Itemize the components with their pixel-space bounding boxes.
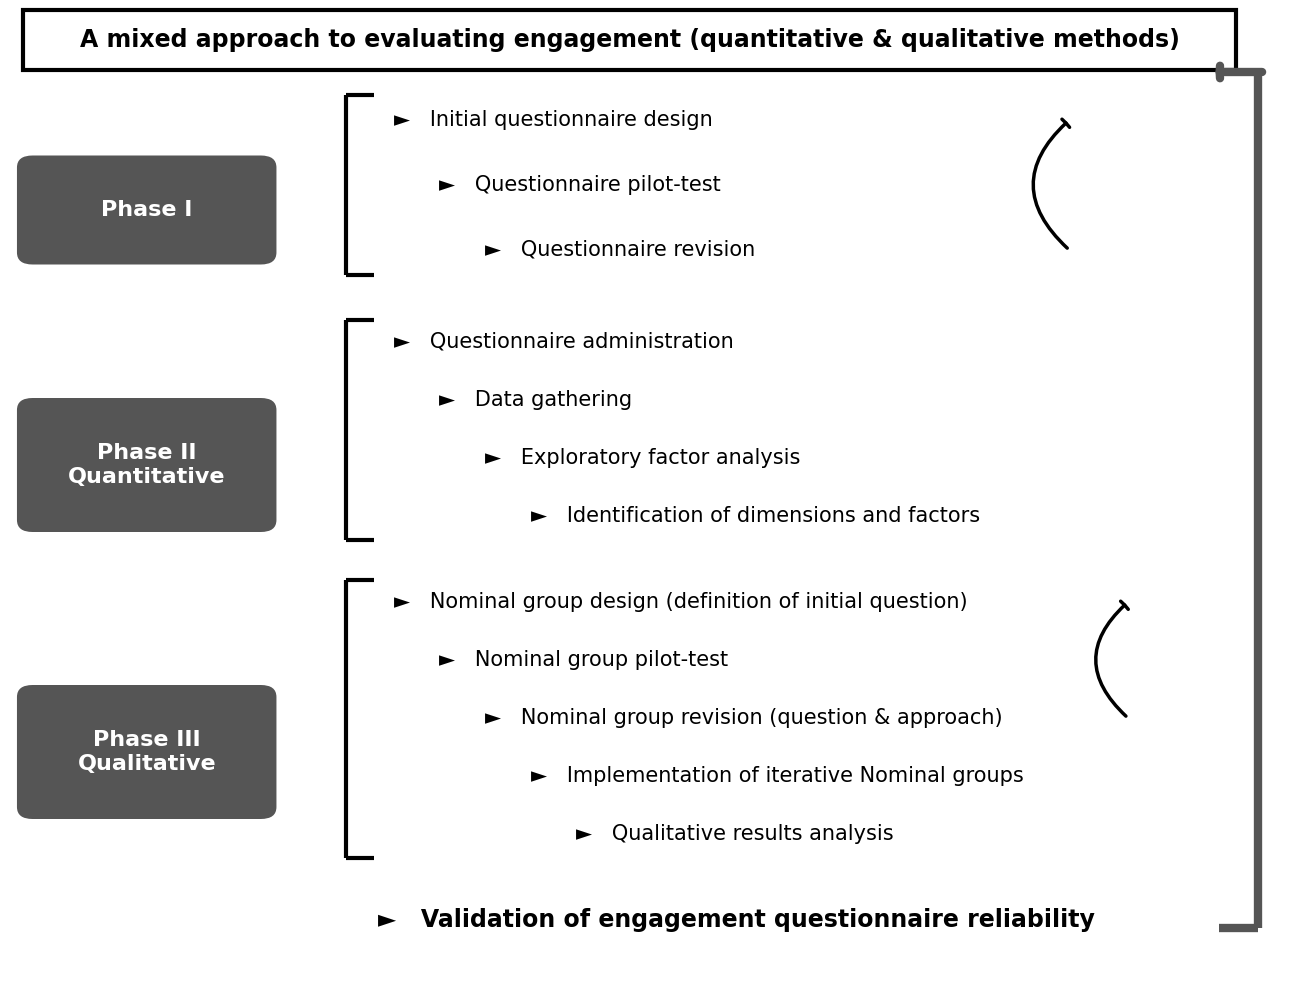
Text: ►   Nominal group design (definition of initial question): ► Nominal group design (definition of in… (394, 592, 968, 612)
Text: ►   Identification of dimensions and factors: ► Identification of dimensions and facto… (531, 506, 979, 526)
Text: ►   Nominal group revision (question & approach): ► Nominal group revision (question & app… (485, 708, 1003, 728)
Text: ►   Validation of engagement questionnaire reliability: ► Validation of engagement questionnaire… (378, 908, 1095, 932)
Text: Phase III
Qualitative: Phase III Qualitative (77, 730, 216, 774)
Text: ►   Qualitative results analysis: ► Qualitative results analysis (576, 824, 895, 844)
Text: ►   Implementation of iterative Nominal groups: ► Implementation of iterative Nominal gr… (531, 766, 1024, 786)
Text: ►   Questionnaire revision: ► Questionnaire revision (485, 240, 755, 260)
Text: ►   Exploratory factor analysis: ► Exploratory factor analysis (485, 448, 801, 468)
Text: ►   Nominal group pilot-test: ► Nominal group pilot-test (439, 650, 729, 670)
FancyBboxPatch shape (17, 155, 276, 264)
Text: ►   Initial questionnaire design: ► Initial questionnaire design (394, 110, 712, 130)
Text: ►   Questionnaire pilot-test: ► Questionnaire pilot-test (439, 175, 721, 195)
Text: Phase II
Quantitative: Phase II Quantitative (68, 443, 226, 487)
Text: A mixed approach to evaluating engagement (quantitative & qualitative methods): A mixed approach to evaluating engagemen… (80, 28, 1180, 52)
Text: ►   Data gathering: ► Data gathering (439, 390, 632, 410)
Text: Phase I: Phase I (100, 200, 193, 220)
FancyBboxPatch shape (23, 10, 1236, 70)
FancyBboxPatch shape (17, 685, 276, 819)
Text: ►   Questionnaire administration: ► Questionnaire administration (394, 332, 734, 352)
FancyBboxPatch shape (17, 398, 276, 532)
